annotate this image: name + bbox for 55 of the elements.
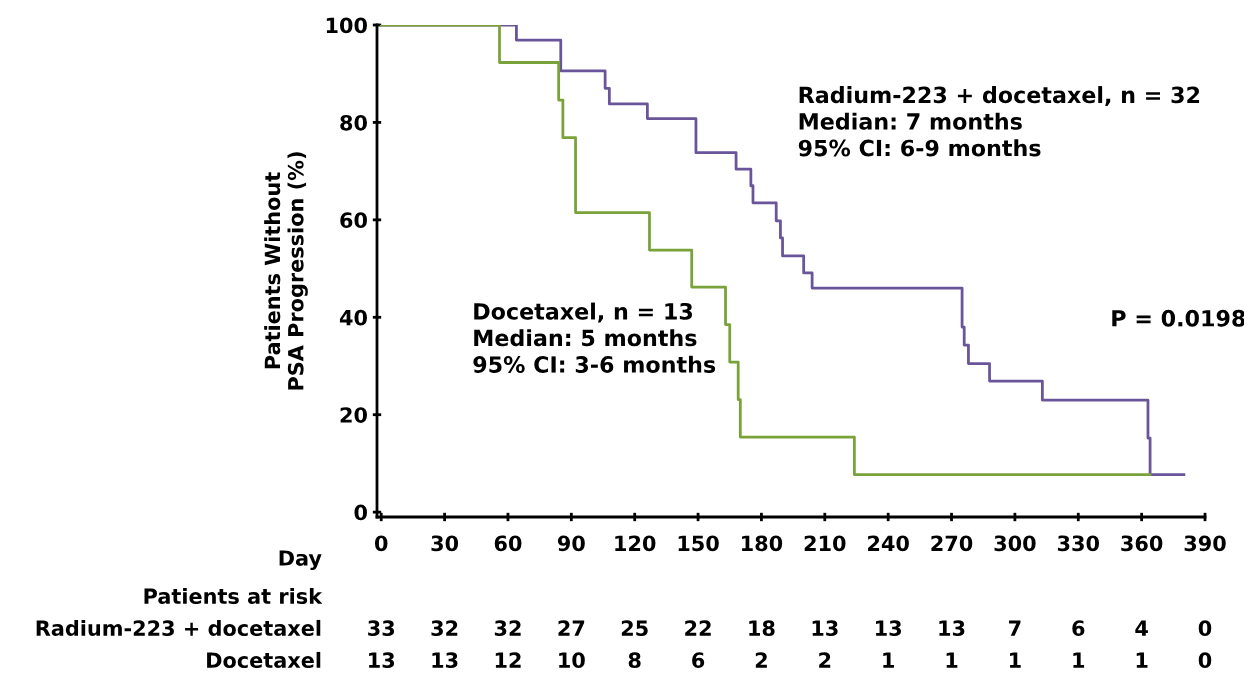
x-tick-label: 390	[1184, 535, 1226, 552]
text: 13	[876, 620, 901, 637]
y-tick-label: 80	[340, 114, 367, 131]
text: 13	[369, 652, 395, 669]
text: 6	[1072, 620, 1085, 637]
text: 0	[1198, 652, 1212, 669]
x-tick-label: 120	[615, 535, 656, 552]
text: 8	[628, 652, 641, 669]
y-tick-label: 40	[339, 309, 367, 326]
x-tick-label: 270	[931, 535, 973, 552]
text: 12	[495, 652, 521, 668]
text: 2	[755, 652, 767, 668]
text: Docetaxel	[207, 651, 321, 669]
text: 18	[749, 620, 775, 637]
text: 1	[1010, 652, 1021, 668]
text: 13	[812, 620, 838, 637]
text: 22	[685, 620, 711, 636]
x-tick-label: 150	[678, 535, 719, 552]
x-tick-label: 240	[868, 535, 909, 552]
x-tick-label: 180	[742, 535, 783, 552]
text: 2	[819, 652, 831, 668]
text: 25	[621, 620, 648, 637]
x-tick-label: 30	[431, 535, 459, 552]
text: 7	[1009, 620, 1021, 636]
text: 1	[1073, 652, 1085, 668]
text: 32	[494, 620, 521, 637]
text: Patients at risk	[144, 587, 323, 605]
text: 1	[883, 652, 894, 668]
x-tick-label: 0	[374, 535, 388, 552]
text: 6	[692, 652, 705, 669]
text: Radium-223 + docetaxel	[36, 619, 321, 637]
text: 10	[559, 652, 585, 669]
text: 13	[939, 620, 965, 637]
x-tick-label: 300	[994, 535, 1036, 552]
x-tick-label: 330	[1057, 535, 1100, 552]
x-tick-label: 210	[804, 535, 846, 552]
x-tick-label: 90	[557, 535, 585, 552]
text: 13	[432, 652, 458, 669]
y-tick-label: 20	[340, 407, 367, 423]
text: 1	[946, 652, 958, 668]
y-tick-label: 100	[326, 17, 367, 34]
text: 32	[431, 620, 458, 637]
y-axis-title: Patients Without PSA Progression (%)	[264, 152, 308, 390]
y-tick-label: 60	[340, 212, 367, 229]
x-axis-title: Day	[279, 550, 322, 571]
text: 27	[558, 620, 585, 636]
x-tick-label: 60	[494, 535, 522, 552]
text: 33	[368, 620, 395, 637]
text: 0	[1198, 620, 1212, 637]
annotation: Radium-223 + docetaxel, n = 32 Median: 7 months 95% CI: 6-9 months	[798, 86, 1200, 157]
y-tick-label: 0	[354, 504, 367, 521]
x-tick-label: 360	[1121, 535, 1163, 552]
annotation: Docetaxel, n = 13 Median: 5 months 95% CI: 3-6 months	[473, 302, 716, 373]
text: 4	[1135, 620, 1148, 636]
text: 1	[1136, 652, 1148, 668]
